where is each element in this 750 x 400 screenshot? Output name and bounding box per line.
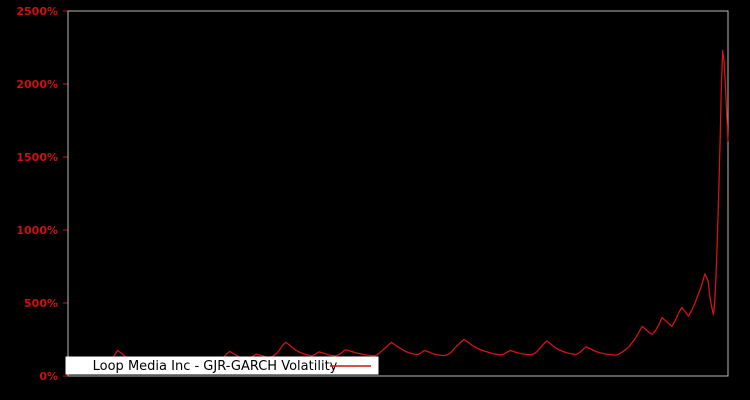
y-axis-tick-labels: 0% 500% 1000% 1500% 2000% 2500% <box>16 5 58 383</box>
y-tick-label: 1500% <box>16 151 58 164</box>
y-axis-tick-marks <box>63 10 68 377</box>
y-tick-label: 2000% <box>16 78 58 91</box>
plot-area-frame <box>67 10 729 377</box>
y-tick-label: 1000% <box>16 224 58 237</box>
y-tick-label: 500% <box>24 297 58 310</box>
chart-legend: Loop Media Inc - GJR-GARCH Volatility <box>65 356 379 375</box>
y-tick-label: 0% <box>39 370 58 383</box>
y-tick-label: 2500% <box>16 5 58 18</box>
legend-label: Loop Media Inc - GJR-GARCH Volatility <box>93 359 338 374</box>
legend-background <box>65 356 379 375</box>
